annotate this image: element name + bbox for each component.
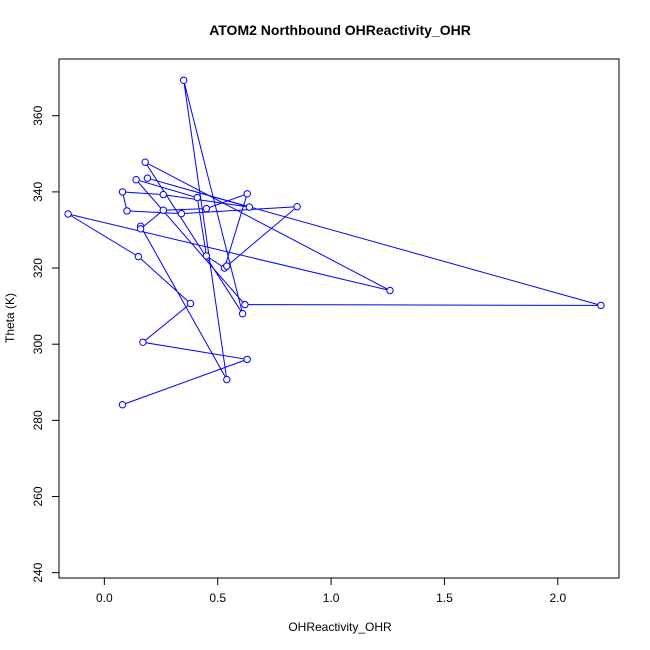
data-point — [202, 252, 211, 260]
x-tick-label: 0.0 — [96, 591, 113, 605]
data-point — [180, 76, 188, 85]
data-point — [159, 206, 168, 214]
data-point — [159, 190, 168, 199]
series-layer — [64, 76, 605, 409]
x-tick-label: 1.0 — [323, 591, 340, 605]
y-axis-label: Theta (K) — [3, 293, 17, 343]
data-point — [245, 203, 254, 211]
data-point — [139, 338, 147, 346]
y-tick-label: 280 — [31, 410, 45, 430]
data-point — [118, 401, 127, 409]
data-point — [143, 174, 152, 182]
y-tick-label: 300 — [31, 334, 45, 354]
data-point — [141, 158, 149, 166]
data-point — [193, 193, 202, 202]
y-tick-label: 360 — [31, 105, 45, 125]
data-point — [241, 300, 249, 309]
y-tick-label: 340 — [31, 182, 45, 202]
plot-frame — [58, 58, 620, 579]
x-tick-label: 1.5 — [436, 591, 453, 605]
data-point — [134, 252, 143, 261]
data-point — [223, 375, 231, 384]
data-point — [223, 262, 231, 270]
y-axis: 240 260 280 300 320 340 360 — [31, 105, 60, 583]
y-tick-label: 260 — [31, 486, 45, 506]
data-point — [118, 188, 127, 196]
data-point — [243, 355, 251, 364]
x-tick-label: 0.5 — [209, 591, 226, 605]
y-tick-label: 240 — [31, 562, 45, 582]
data-point — [238, 310, 247, 318]
data-point — [202, 204, 211, 213]
data-point — [64, 210, 72, 218]
data-point — [386, 286, 394, 295]
x-tick-label: 2.0 — [549, 591, 566, 605]
data-point — [136, 225, 145, 233]
data-point — [123, 207, 131, 215]
data-point — [243, 190, 251, 198]
data-point — [293, 203, 301, 211]
x-axis-label: OHReactivity_OHR — [288, 620, 392, 634]
data-point — [597, 301, 605, 310]
series-line — [67, 80, 602, 406]
y-tick-label: 320 — [31, 258, 45, 278]
chart-title: ATOM2 Northbound OHReactivity_OHR — [209, 22, 471, 38]
data-point — [186, 299, 195, 308]
data-point — [177, 209, 186, 218]
data-point — [132, 176, 140, 184]
x-axis: 0.0 0.5 1.0 1.5 2.0 — [96, 577, 566, 605]
